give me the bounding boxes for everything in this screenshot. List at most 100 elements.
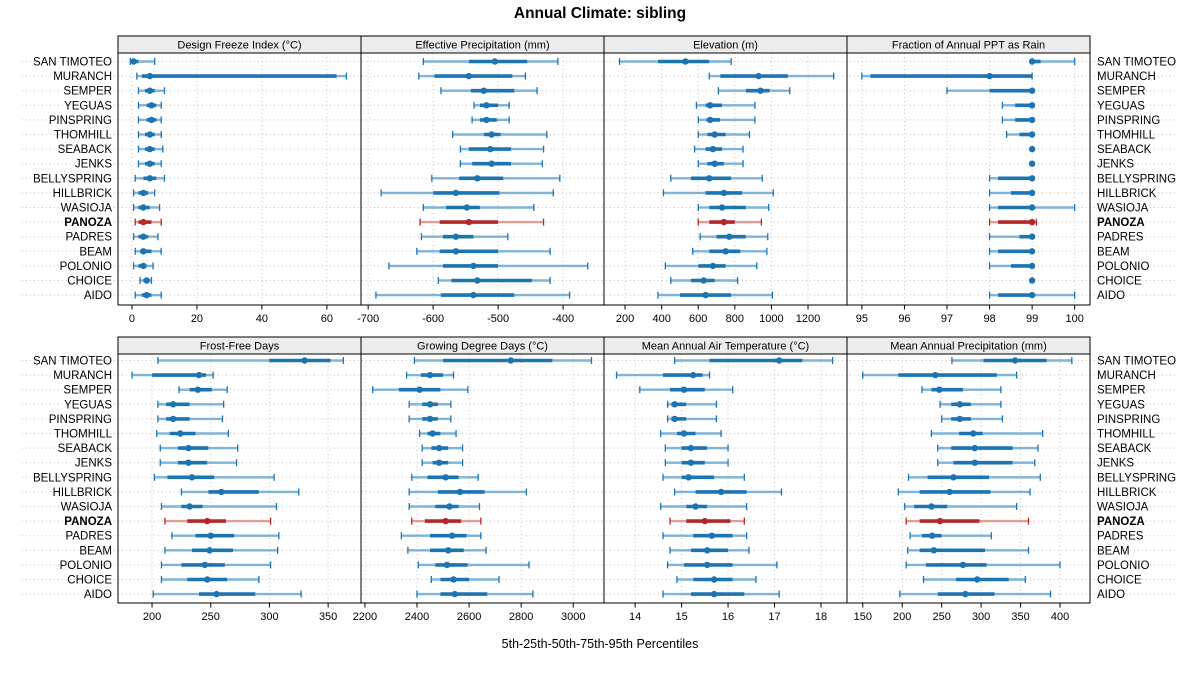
median-dot: [185, 444, 192, 452]
site-label-left: PANOZA: [64, 217, 112, 229]
series-row-thomhill: [137, 131, 162, 138]
axis-tick-label: 0: [129, 313, 135, 325]
series-row-thomhill: [1005, 131, 1036, 138]
median-dot: [426, 415, 434, 423]
median-dot: [140, 189, 147, 197]
median-dot: [169, 415, 177, 423]
site-label-right: SEABACK: [1097, 144, 1152, 156]
site-label-right: SAN TIMOTEO: [1097, 356, 1176, 368]
site-label-left: AIDO: [84, 589, 112, 601]
series-row-polonio: [388, 262, 589, 270]
series-row-san-timoteo: [618, 58, 732, 65]
series-row-aido: [657, 291, 773, 299]
median-dot: [1028, 116, 1036, 124]
median-dot: [1028, 175, 1036, 182]
series-row-pinspring: [408, 415, 452, 423]
median-dot: [929, 532, 936, 539]
median-dot: [169, 401, 177, 408]
median-dot: [143, 291, 150, 299]
site-label-left: WASIOJA: [61, 502, 113, 514]
median-dot: [465, 218, 473, 226]
panel-6: Growing Degree Days (°C) 2200 2400 2600 2800…: [353, 336, 605, 623]
median-dot: [140, 262, 147, 270]
median-dot: [442, 517, 449, 525]
median-dot: [703, 561, 711, 569]
site-label-right: POLONIO: [1097, 560, 1149, 572]
median-dot: [445, 547, 452, 554]
strip-title: Frost-Free Days: [200, 341, 280, 353]
series-row-bellyspring: [670, 174, 763, 182]
series-row-semper: [440, 87, 538, 95]
series-row-choice: [139, 277, 153, 284]
strip-title: Mean Annual Precipitation (mm): [890, 341, 1047, 353]
median-dot: [1028, 189, 1036, 197]
axis-tick-label: -600: [422, 313, 444, 325]
site-label-right: CHOICE: [1097, 575, 1142, 587]
axis-tick-label: 18: [815, 611, 827, 623]
series-row-san-timoteo: [422, 58, 559, 65]
median-dot: [702, 291, 709, 299]
site-label-right: PINSPRING: [1097, 115, 1160, 127]
series-row-jenks: [697, 160, 744, 168]
median-dot: [710, 576, 718, 583]
site-label-left: THOMHILL: [54, 429, 113, 441]
site-label-right: YEGUAS: [1097, 399, 1145, 411]
series-row-muranch: [405, 371, 455, 379]
median-dot: [146, 72, 154, 80]
site-label-left: MURANCH: [53, 71, 112, 83]
median-dot: [687, 459, 695, 466]
site-label-right: MURANCH: [1097, 370, 1156, 382]
site-label-left: YEGUAS: [64, 100, 112, 112]
site-label-left: SEMPER: [63, 385, 112, 397]
axis-tick-label: 15: [675, 611, 687, 623]
series-row-beam: [134, 247, 162, 255]
median-dot: [474, 175, 481, 182]
median-dot: [452, 248, 460, 255]
site-label-right: AIDO: [1097, 290, 1125, 302]
site-label-left: THOMHILL: [54, 130, 113, 142]
median-dot: [717, 488, 725, 496]
series-row-semper: [946, 87, 1036, 95]
median-dot: [488, 160, 495, 167]
site-label-left: WASIOJA: [61, 203, 113, 215]
site-label-left: BEAM: [79, 246, 112, 258]
series-row-bellyspring: [134, 174, 166, 182]
site-label-right: JENKS: [1097, 458, 1134, 470]
series-row-padres: [988, 233, 1036, 241]
series-row-beam: [407, 546, 487, 554]
site-label-right: BEAM: [1097, 246, 1130, 258]
series-row-panoza: [669, 517, 745, 525]
series-row-thomhill: [930, 430, 1044, 437]
site-label-left: YEGUAS: [64, 399, 112, 411]
series-row-jenks: [1028, 160, 1036, 167]
median-dot: [685, 474, 692, 481]
series-row-wasioja: [903, 503, 1018, 510]
series-row-thomhill: [156, 430, 229, 437]
series-row-polonio: [160, 561, 272, 569]
median-dot: [971, 444, 979, 452]
site-label-right: WASIOJA: [1097, 502, 1149, 514]
site-label-left: JENKS: [75, 159, 112, 171]
site-label-left: MURANCH: [53, 370, 112, 382]
median-dot: [956, 401, 964, 408]
series-row-san-timoteo: [1028, 58, 1076, 65]
series-row-muranch: [708, 72, 835, 80]
series-row-choice: [676, 576, 757, 583]
site-label-left: SAN TIMOTEO: [33, 356, 112, 368]
axis-tick-label: 350: [1011, 611, 1029, 623]
site-label-right: THOMHILL: [1097, 429, 1156, 441]
axis-tick-label: 2800: [509, 611, 533, 623]
site-label-left: PINSPRING: [49, 414, 112, 426]
median-dot: [1028, 160, 1036, 167]
series-row-bellyspring: [662, 473, 745, 481]
axis-tick-label: 40: [256, 313, 268, 325]
series-row-padres: [420, 233, 509, 241]
median-dot: [140, 204, 147, 211]
series-row-muranch: [418, 72, 527, 80]
strip-title: Elevation (m): [693, 40, 758, 52]
axis-tick-label: 20: [191, 313, 203, 325]
site-label-right: YEGUAS: [1097, 100, 1145, 112]
axis-tick-label: 2600: [457, 611, 481, 623]
